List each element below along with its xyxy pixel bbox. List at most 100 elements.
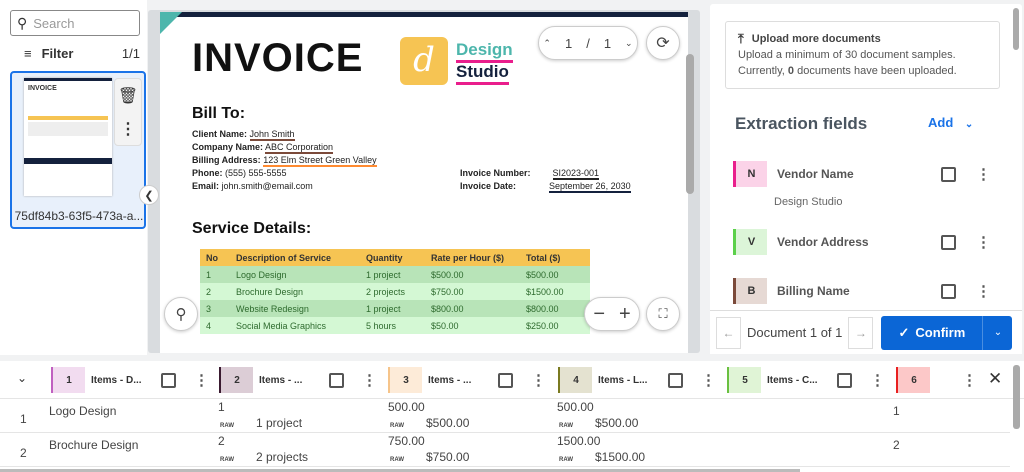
- field-billing-name[interactable]: B Billing Name ⋮: [733, 274, 1003, 308]
- extraction-panel: ⤒ Upload more documents Upload a minimum …: [710, 4, 1022, 354]
- panel-footer: ← Document 1 of 1 → ✓ Confirm ⌄: [710, 310, 1022, 354]
- extraction-fields-title: Extraction fields: [735, 114, 868, 133]
- column-checkbox[interactable]: [498, 372, 513, 388]
- more-vert-icon[interactable]: ⋮: [701, 372, 716, 389]
- zoom-out-icon[interactable]: −: [593, 302, 605, 325]
- items-row[interactable]: 2 Brochure Design 2 RAW 2 projects 750.00…: [0, 433, 1010, 467]
- rotate-button[interactable]: ⟳: [646, 26, 680, 60]
- search-input[interactable]: ⚲ Search: [10, 10, 140, 36]
- items-row[interactable]: 1 Logo Design 1 RAW 1 project 500.00 RAW $…: [0, 399, 1010, 433]
- raw-value: $1500.00: [595, 450, 646, 464]
- column-badge: 2: [219, 367, 253, 393]
- field-vendor-name[interactable]: N Vendor Name ⋮: [733, 157, 1003, 191]
- more-vert-icon[interactable]: ⋮: [120, 120, 136, 138]
- prev-document-button[interactable]: ←: [716, 316, 741, 349]
- column-2: 2 Items - ... ⋮: [219, 367, 389, 393]
- document-page: INVOICE d Design Studio Bill To: Client …: [160, 12, 688, 353]
- column-label: Items - D...: [91, 374, 142, 386]
- column-checkbox[interactable]: [329, 372, 344, 388]
- check-icon: ✓: [898, 324, 910, 340]
- confirm-dropdown-button[interactable]: ⌄: [982, 315, 1013, 350]
- column-label: Items - L...: [598, 374, 648, 386]
- cell-quantity-raw: RAW 2 projects: [220, 450, 308, 464]
- more-vert-icon[interactable]: ⋮: [362, 372, 377, 389]
- service-row: 1 Logo Design 1 project $500.00 $500.00: [200, 266, 590, 283]
- document-list-panel: ⚲ Search ≡ Filter 1/1 INVOICE 🗑 ⋮ 75df84b3-6…: [0, 0, 147, 355]
- more-vert-icon[interactable]: ⋮: [976, 283, 991, 300]
- raw-value: $750.00: [426, 450, 470, 464]
- column-checkbox[interactable]: [837, 372, 852, 388]
- more-vert-icon[interactable]: ⋮: [531, 372, 546, 389]
- next-document-button[interactable]: →: [848, 316, 874, 349]
- thumbnail-actions: 🗑 ⋮: [114, 78, 142, 146]
- cell: Logo Design: [230, 266, 360, 283]
- zoom-in-icon[interactable]: +: [619, 302, 631, 325]
- collapse-chevron-icon[interactable]: ⌄: [17, 371, 28, 385]
- cell: 5 hours: [360, 317, 425, 334]
- search-document-button[interactable]: ⚲: [164, 297, 198, 331]
- cell-total: 1500.00: [557, 434, 601, 448]
- client-label: Client Name:: [192, 129, 248, 139]
- cell: 4: [200, 317, 230, 334]
- cell: $800.00: [520, 300, 590, 317]
- service-row: 3 Website Redesign 1 project $800.00 $800.00: [200, 300, 590, 317]
- field-checkbox[interactable]: [941, 234, 956, 250]
- raw-value: $500.00: [426, 416, 470, 430]
- cell: Website Redesign: [230, 300, 360, 317]
- chevron-down-icon: ⌄: [964, 119, 974, 130]
- document-thumbnail[interactable]: INVOICE 🗑 ⋮ 75df84b3-63f5-473a-a...: [10, 71, 146, 229]
- arrow-right-icon: →: [854, 325, 867, 340]
- cell: 2: [200, 283, 230, 300]
- column-4: 4 Items - L... ⋮: [558, 367, 728, 393]
- filter-button[interactable]: ≡ Filter 1/1: [24, 46, 140, 61]
- row-index: 2: [20, 446, 27, 460]
- cell-quantity-raw: RAW 1 project: [220, 416, 302, 430]
- more-vert-icon[interactable]: ⋮: [194, 372, 209, 389]
- field-name: Vendor Name: [777, 167, 854, 181]
- column-badge: 1: [51, 367, 85, 393]
- viewer-scrollbar[interactable]: [686, 54, 694, 194]
- header-description: Description of Service: [230, 249, 360, 266]
- cell: 1: [200, 266, 230, 283]
- page-navigator: ⌃ 1 / 1 ⌄: [538, 26, 638, 60]
- collapse-sidebar-button[interactable]: ❮: [139, 185, 159, 205]
- raw-tag: RAW: [220, 457, 234, 463]
- field-checkbox[interactable]: [941, 166, 956, 182]
- rotate-icon: ⟳: [656, 35, 670, 52]
- field-checkbox[interactable]: [941, 283, 956, 299]
- chevron-down-icon[interactable]: ⌄: [625, 37, 633, 48]
- page-separator: /: [586, 35, 590, 51]
- cell-no: 2: [893, 438, 900, 452]
- add-field-button[interactable]: Add ⌄: [928, 115, 973, 130]
- email-label: Email:: [192, 181, 220, 191]
- table-vertical-scrollbar[interactable]: [1013, 365, 1020, 429]
- arrow-left-icon: ←: [722, 325, 735, 340]
- field-badge: N: [733, 161, 767, 187]
- email-value: john.smith@email.com: [221, 181, 313, 191]
- invoice-number-line: Invoice Number: SI2023-001: [460, 168, 600, 180]
- more-vert-icon[interactable]: ⋮: [976, 234, 991, 251]
- confirm-button[interactable]: ✓ Confirm: [881, 315, 983, 350]
- more-vert-icon[interactable]: ⋮: [870, 372, 885, 389]
- cell-rate: 750.00: [388, 434, 425, 448]
- table-horizontal-scrollbar[interactable]: [0, 469, 800, 472]
- field-vendor-address[interactable]: V Vendor Address ⋮: [733, 225, 1003, 259]
- cell: $800.00: [425, 300, 520, 317]
- column-checkbox[interactable]: [161, 372, 176, 388]
- upload-line2: Currently, 0 documents have been uploade…: [738, 63, 987, 79]
- upload-more-card[interactable]: ⤒ Upload more documents Upload a minimum …: [725, 21, 1000, 89]
- chevron-up-icon[interactable]: ⌃: [543, 37, 551, 48]
- column-checkbox[interactable]: [668, 372, 683, 388]
- trash-icon[interactable]: 🗑: [117, 87, 139, 105]
- panel-scrollbar[interactable]: [1013, 8, 1019, 50]
- more-vert-icon[interactable]: ⋮: [962, 372, 977, 389]
- fullscreen-button[interactable]: ⛶: [646, 297, 680, 331]
- cell-total-raw: RAW $1500.00: [559, 450, 645, 464]
- document-viewer: INVOICE d Design Studio Bill To: Client …: [148, 10, 700, 353]
- close-icon[interactable]: ✕: [988, 369, 1003, 388]
- header-quantity: Quantity: [360, 249, 425, 266]
- bill-to-heading: Bill To:: [192, 105, 246, 122]
- more-vert-icon[interactable]: ⋮: [976, 166, 991, 183]
- field-value: Design Studio: [774, 196, 843, 208]
- cell: 1 project: [360, 300, 425, 317]
